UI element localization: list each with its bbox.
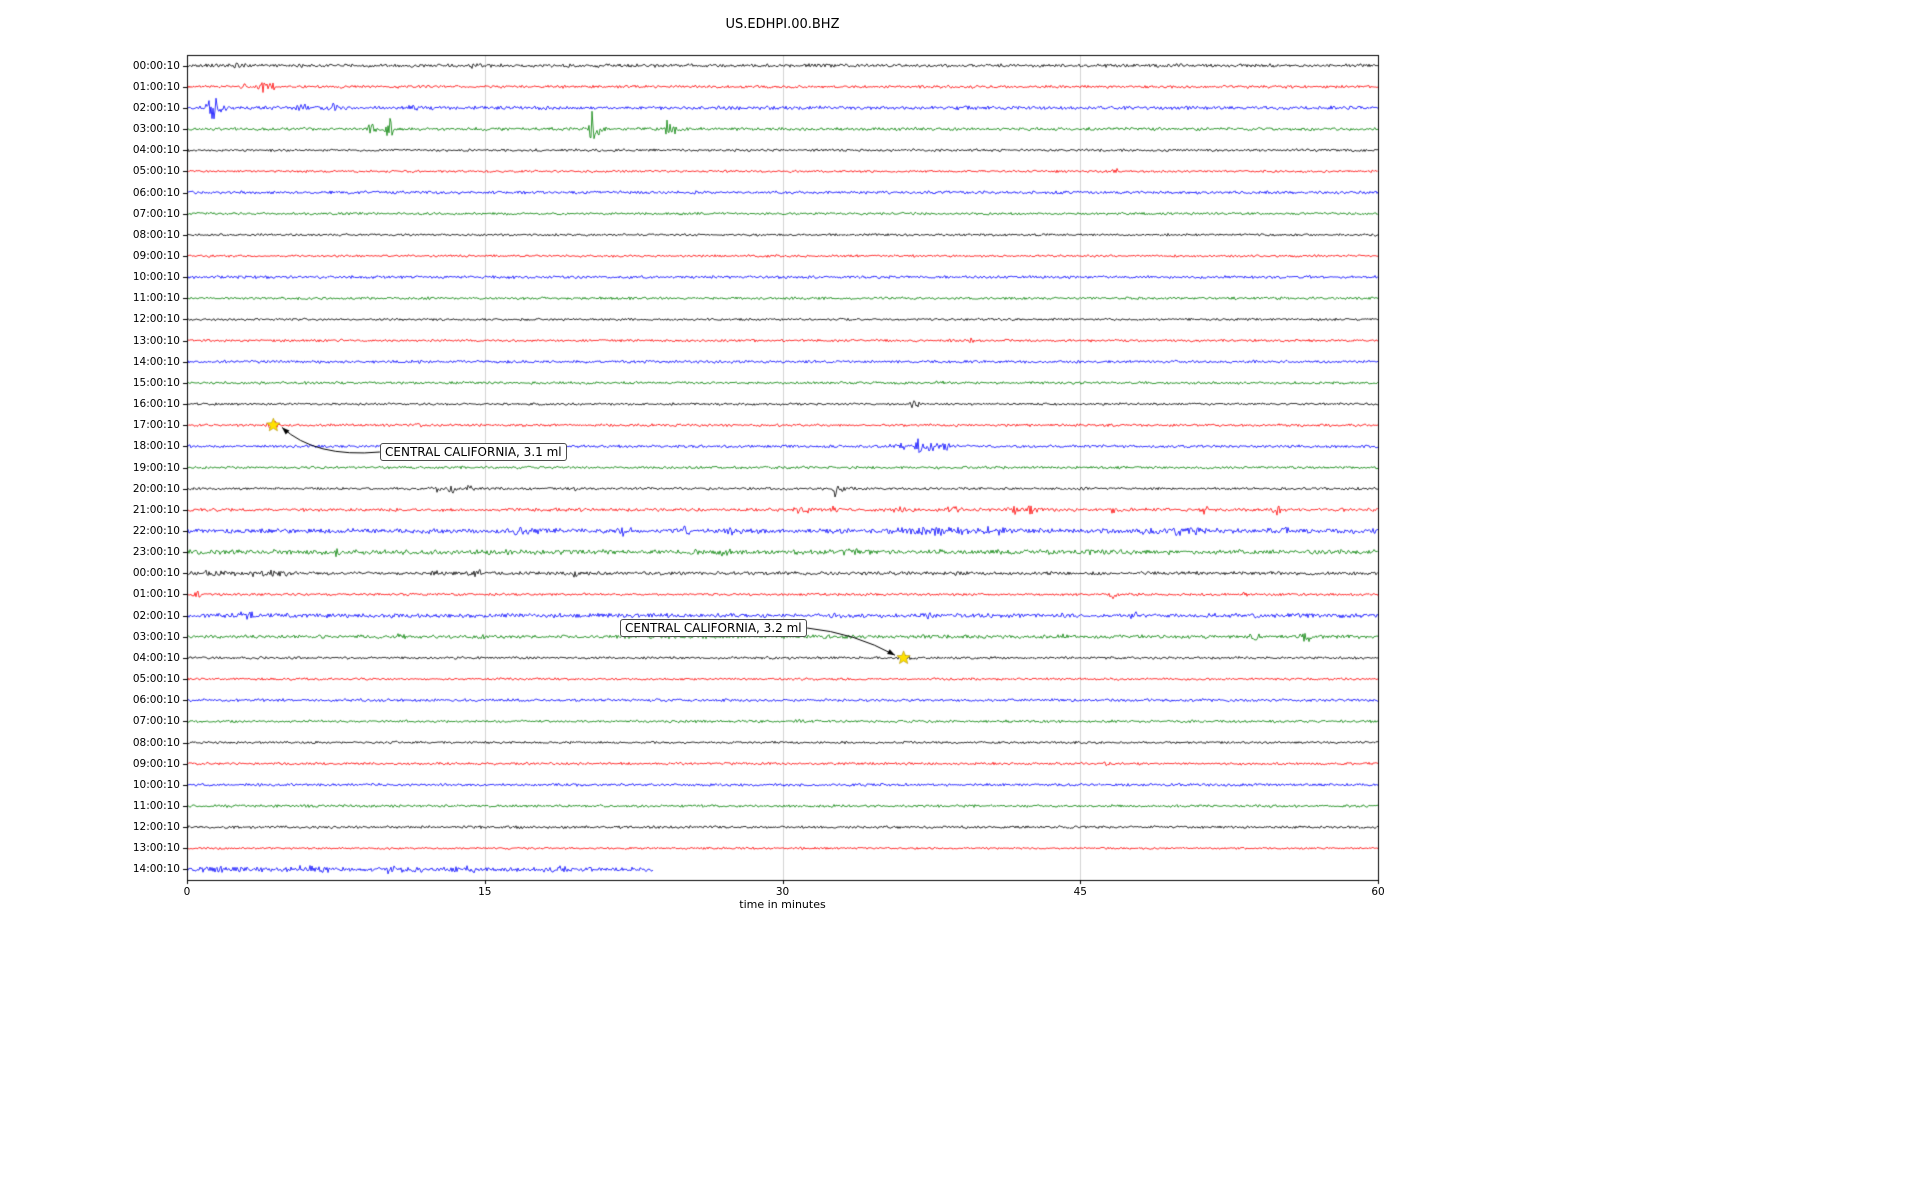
row-label: 11:00:10 <box>132 292 180 305</box>
row-label: 12:00:10 <box>132 313 180 326</box>
row-label: 02:00:10 <box>132 609 180 622</box>
row-label: 01:00:10 <box>132 80 180 93</box>
row-label: 05:00:10 <box>132 165 180 178</box>
row-label: 10:00:10 <box>132 271 180 284</box>
row-label: 03:00:10 <box>132 123 180 136</box>
x-tick-label: 0 <box>183 886 191 898</box>
row-label: 12:00:10 <box>132 821 180 834</box>
row-label: 21:00:10 <box>132 503 180 516</box>
row-label: 01:00:10 <box>132 588 180 601</box>
row-label: 02:00:10 <box>132 101 180 114</box>
row-label: 03:00:10 <box>132 630 180 643</box>
row-label: 13:00:10 <box>132 334 180 347</box>
annotation-central-california-3-2-ml: CENTRAL CALIFORNIA, 3.2 ml <box>620 619 807 637</box>
x-tick-label: 15 <box>478 886 492 898</box>
row-label: 10:00:10 <box>132 778 180 791</box>
row-label: 05:00:10 <box>132 673 180 686</box>
row-label: 06:00:10 <box>132 694 180 707</box>
row-label: 18:00:10 <box>132 440 180 453</box>
row-label: 07:00:10 <box>132 207 180 220</box>
x-axis-label: time in minutes <box>739 898 826 911</box>
row-label: 23:00:10 <box>132 546 180 559</box>
row-label: 08:00:10 <box>132 228 180 241</box>
row-label: 07:00:10 <box>132 715 180 728</box>
row-label: 08:00:10 <box>132 736 180 749</box>
row-label: 04:00:10 <box>132 144 180 157</box>
row-label: 09:00:10 <box>132 757 180 770</box>
row-label: 19:00:10 <box>132 461 180 474</box>
row-label: 22:00:10 <box>132 524 180 537</box>
row-label: 00:00:10 <box>132 59 180 72</box>
row-label: 04:00:10 <box>132 651 180 664</box>
row-label: 14:00:10 <box>132 863 180 876</box>
row-label: 09:00:10 <box>132 249 180 262</box>
row-label: 16:00:10 <box>132 398 180 411</box>
annotation-central-california-3-1-ml: CENTRAL CALIFORNIA, 3.1 ml <box>380 443 567 461</box>
row-label: 14:00:10 <box>132 355 180 368</box>
x-tick-label: 30 <box>775 886 790 898</box>
row-label: 20:00:10 <box>132 482 180 495</box>
x-tick-label: 45 <box>1073 886 1087 898</box>
row-label: 06:00:10 <box>132 186 180 199</box>
row-label: 11:00:10 <box>132 799 180 812</box>
row-label: 00:00:10 <box>132 567 180 580</box>
row-label: 13:00:10 <box>132 842 180 855</box>
x-tick-label: 60 <box>1371 886 1385 898</box>
row-label: 17:00:10 <box>132 419 180 432</box>
row-label: 15:00:10 <box>132 376 180 389</box>
plot-title: US.EDHPI.00.BHZ <box>725 17 840 32</box>
